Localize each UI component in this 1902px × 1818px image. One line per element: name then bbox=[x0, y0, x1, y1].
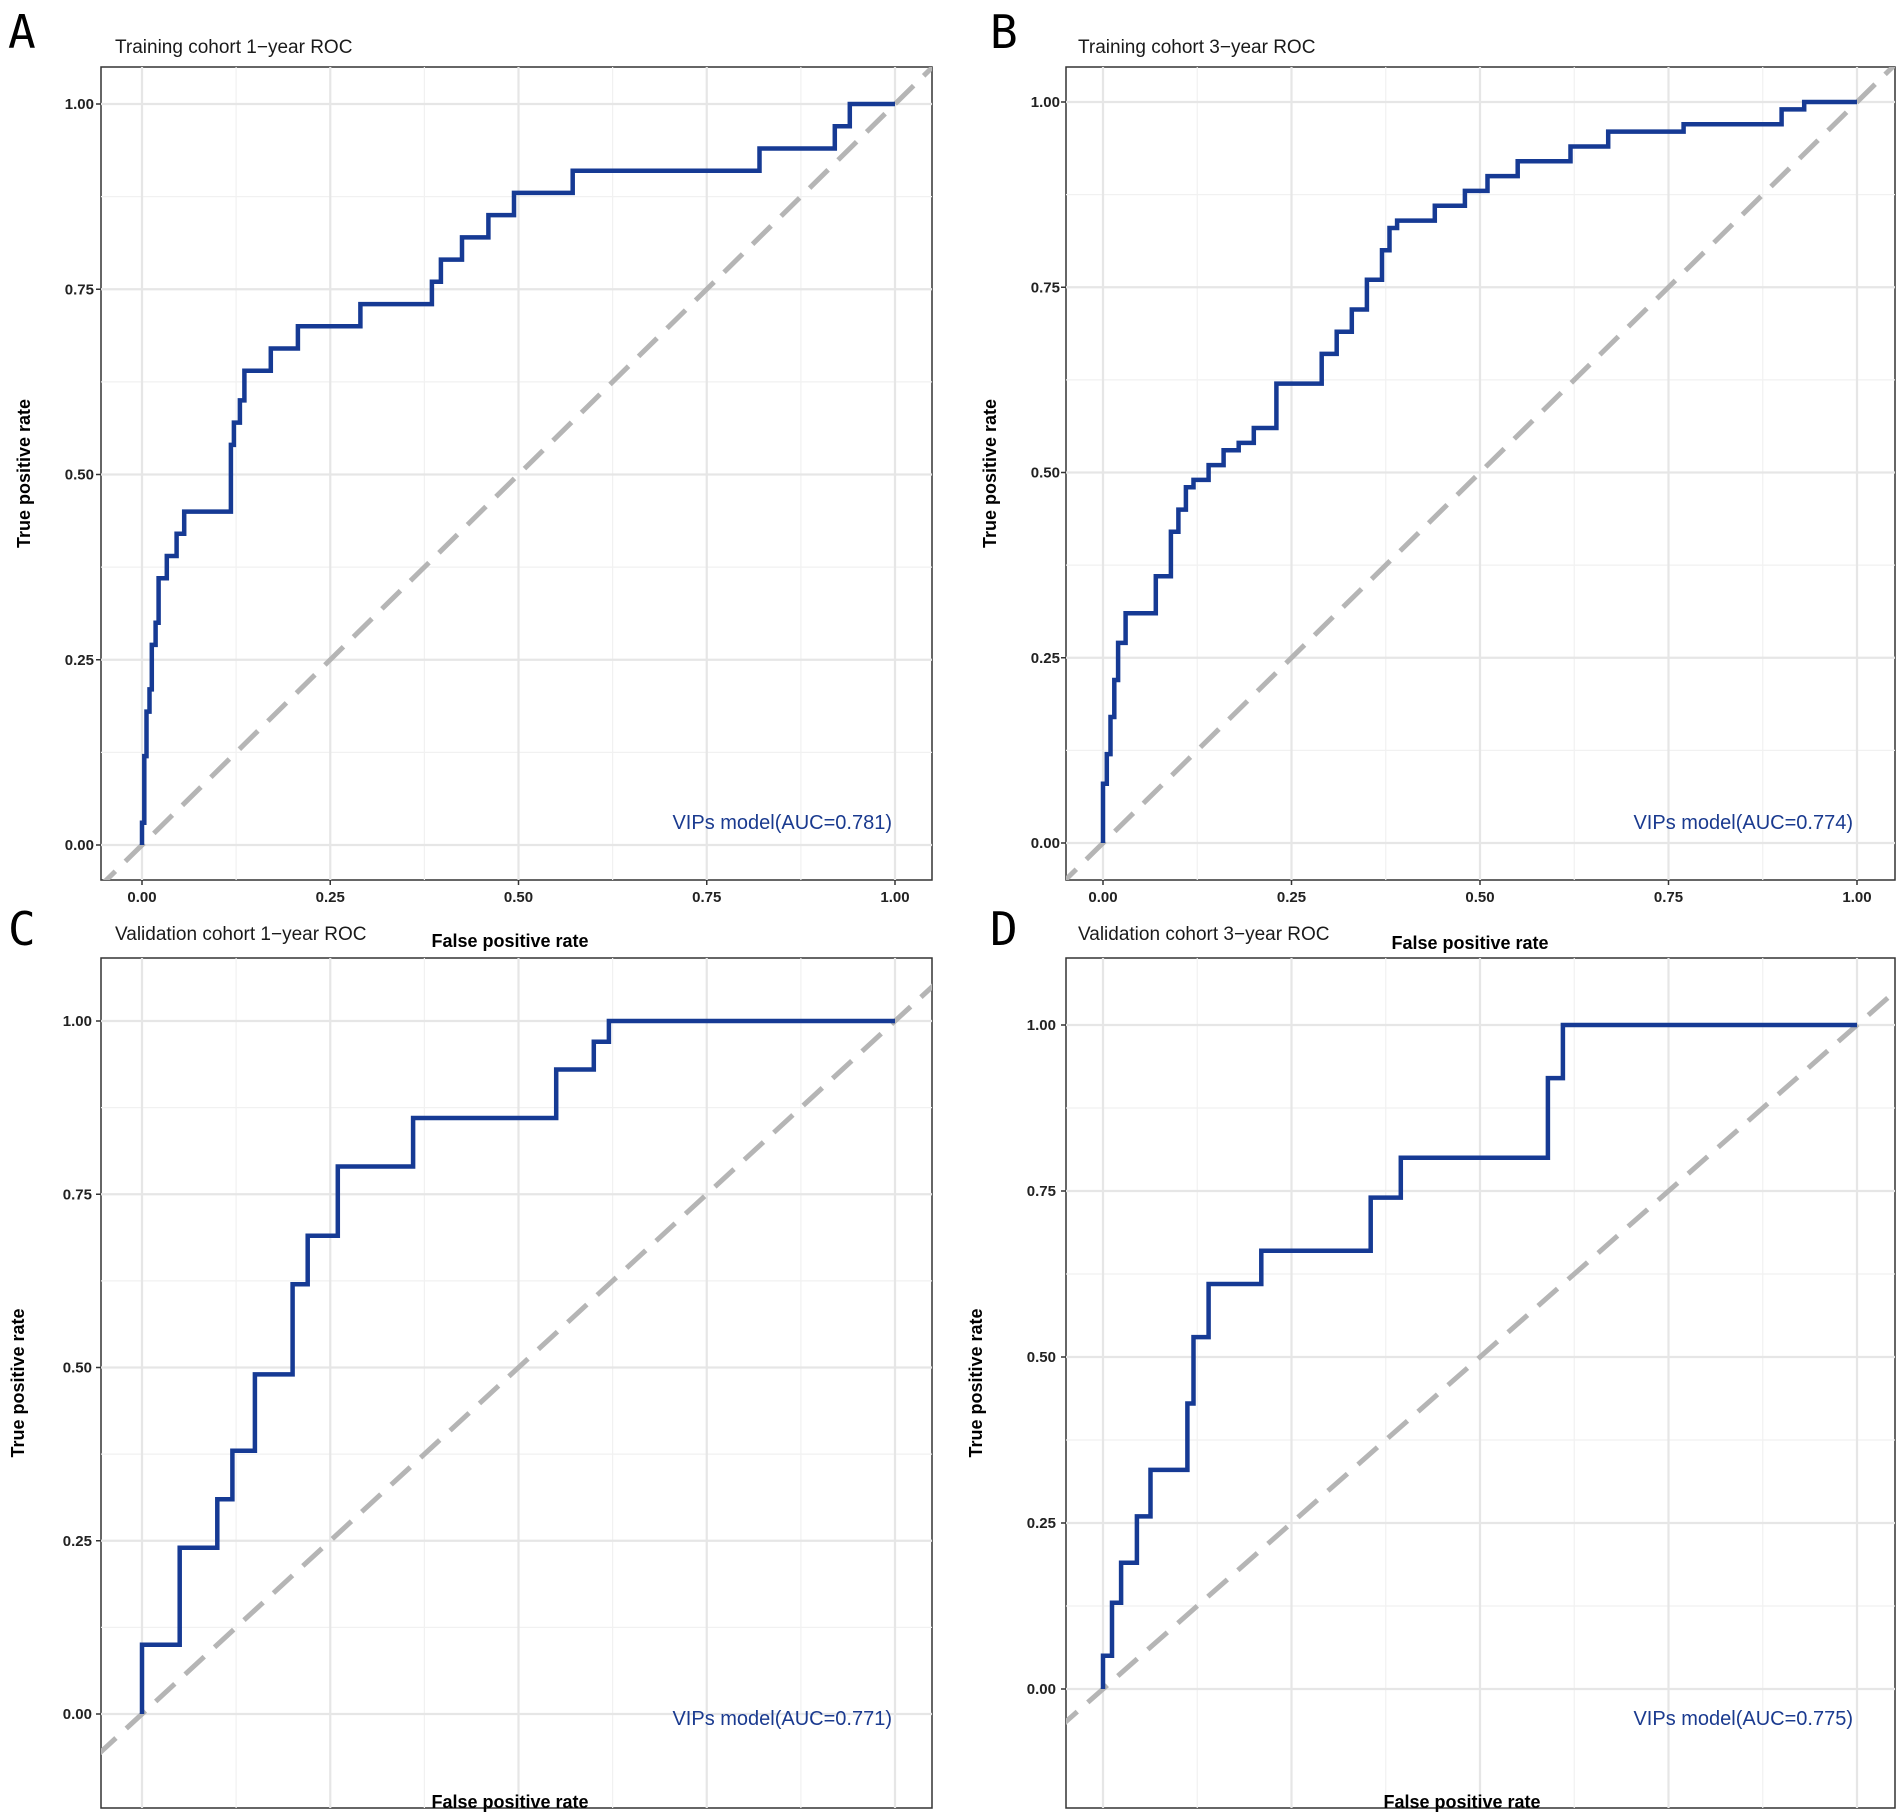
x-tick-label: 0.00 bbox=[127, 889, 156, 906]
plot-content bbox=[101, 67, 932, 880]
y-tick-label: 0.25 bbox=[1031, 650, 1060, 667]
x-tick-label: 1.00 bbox=[1842, 889, 1871, 906]
x-tick-label: 0.00 bbox=[1088, 889, 1117, 906]
roc-curve-line bbox=[1100, 1022, 1857, 1689]
roc-curve-line bbox=[139, 101, 895, 845]
y-tick-label: 0.50 bbox=[65, 467, 94, 484]
x-tick-label: 0.25 bbox=[1277, 889, 1306, 906]
y-tick-label: 0.00 bbox=[63, 1706, 92, 1723]
plot-title: Validation cohort 1−year ROC bbox=[115, 924, 367, 945]
auc-annotation: VIPs model(AUC=0.771) bbox=[672, 1708, 892, 1730]
auc-annotation: VIPs model(AUC=0.781) bbox=[672, 812, 892, 834]
auc-annotation: VIPs model(AUC=0.774) bbox=[1633, 812, 1853, 834]
chance-diagonal-line bbox=[101, 983, 932, 1756]
y-tick-label: 0.50 bbox=[63, 1360, 92, 1377]
panel-letter: D bbox=[990, 902, 1018, 956]
y-axis-title: True positive rate bbox=[980, 399, 1000, 548]
y-tick-label: 0.50 bbox=[1027, 1349, 1056, 1366]
plot-title: Training cohort 1−year ROC bbox=[115, 37, 352, 58]
y-tick-label: 0.75 bbox=[1027, 1183, 1056, 1200]
x-axis-title: False positive rate bbox=[1383, 1792, 1540, 1812]
plot-title: Validation cohort 3−year ROC bbox=[1078, 924, 1330, 945]
y-tick-label: 0.25 bbox=[1027, 1515, 1056, 1532]
panel-letter: A bbox=[8, 5, 36, 59]
x-axis-title: False positive rate bbox=[431, 931, 588, 951]
plot-area bbox=[100, 957, 933, 1809]
panel-letter: B bbox=[990, 5, 1018, 59]
y-tick-label: 1.00 bbox=[1027, 1017, 1056, 1034]
x-tick-label: 0.75 bbox=[692, 889, 721, 906]
y-tick-label: 0.75 bbox=[63, 1186, 92, 1203]
y-tick-label: 0.00 bbox=[1031, 835, 1060, 852]
panel-letter: C bbox=[8, 902, 36, 956]
y-tick-label: 0.00 bbox=[65, 837, 94, 854]
y-axis-title: True positive rate bbox=[14, 399, 34, 548]
x-axis-title: False positive rate bbox=[431, 1792, 588, 1812]
x-tick-label: 0.25 bbox=[316, 889, 345, 906]
roc-panel-c: 0.00 0.25 0.50 0.75 1.00 False positive rate T… bbox=[8, 902, 933, 1812]
plot-title: Training cohort 3−year ROC bbox=[1078, 37, 1315, 58]
y-axis-title: True positive rate bbox=[8, 1308, 28, 1457]
roc-panel-a: 0.00 0.25 0.50 0.75 1.00 0.00 0.25 0.50 0.75 1.00… bbox=[8, 5, 933, 951]
y-axis-title: True positive rate bbox=[966, 1308, 986, 1457]
auc-annotation: VIPs model(AUC=0.775) bbox=[1633, 1708, 1853, 1730]
roc-panel-d: 0.00 0.25 0.50 0.75 1.00 False positive rate T… bbox=[966, 902, 1896, 1812]
y-tick-label: 0.75 bbox=[1031, 279, 1060, 296]
roc-panel-b: 0.00 0.25 0.50 0.75 1.00 0.00 0.25 0.50 0.75 1.00… bbox=[980, 5, 1896, 953]
x-tick-label: 0.75 bbox=[1654, 889, 1683, 906]
x-axis-title: False positive rate bbox=[1391, 933, 1548, 953]
y-tick-label: 1.00 bbox=[65, 96, 94, 113]
y-tick-label: 0.25 bbox=[65, 652, 94, 669]
plot-content bbox=[101, 958, 932, 1808]
y-tick-label: 0.75 bbox=[65, 281, 94, 298]
x-tick-label: 0.50 bbox=[1465, 889, 1494, 906]
y-tick-label: 1.00 bbox=[1031, 94, 1060, 111]
y-tick-label: 1.00 bbox=[63, 1013, 92, 1030]
roc-curve-line bbox=[1100, 99, 1857, 843]
roc-curve-line bbox=[139, 1018, 895, 1714]
plot-content bbox=[1066, 67, 1895, 880]
plot-content bbox=[1066, 958, 1895, 1808]
chance-diagonal-line bbox=[1066, 988, 1895, 1725]
y-tick-label: 0.25 bbox=[63, 1533, 92, 1550]
y-tick-label: 0.50 bbox=[1031, 465, 1060, 482]
y-tick-label: 0.00 bbox=[1027, 1681, 1056, 1698]
x-tick-label: 0.50 bbox=[504, 889, 533, 906]
x-tick-label: 1.00 bbox=[880, 889, 909, 906]
